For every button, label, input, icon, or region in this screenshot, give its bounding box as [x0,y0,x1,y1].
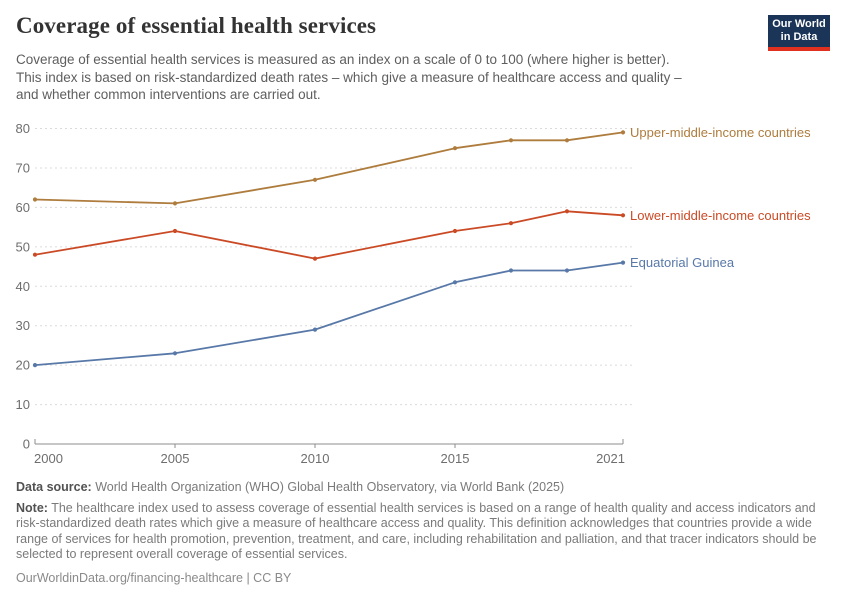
y-axis-tick-label: 0 [23,437,30,452]
series-label-equatorial-guinea: Equatorial Guinea [630,255,735,270]
data-point-equatorial-guinea [312,327,318,332]
data-point-equatorial-guinea [564,268,570,273]
x-axis-tick-label: 2015 [441,451,470,466]
data-point-equatorial-guinea [172,351,178,356]
y-axis-tick-label: 30 [16,318,30,333]
x-axis-tick-label: 2000 [34,451,63,466]
data-point-upper-middle-income-countries [312,177,318,182]
license-link[interactable]: OurWorldinData.org/financing-healthcare … [16,570,292,585]
owid-logo-line1: Our World [772,18,826,30]
subtitle-line: and whether common interventions are car… [16,87,321,102]
owid-logo: Our World in Data [768,15,830,51]
series-label-upper-middle-income-countries: Upper-middle-income countries [630,125,811,140]
series-label-lower-middle-income-countries: Lower-middle-income countries [630,208,811,223]
chart-subtitle: Coverage of essential health services is… [16,51,776,104]
note-label: Note: [16,500,48,515]
y-axis-tick-label: 80 [16,121,30,136]
data-point-equatorial-guinea [452,280,458,285]
y-axis-tick-label: 70 [16,160,30,175]
y-axis-tick-label: 20 [16,358,30,373]
data-point-upper-middle-income-countries [32,197,38,202]
page-title: Coverage of essential health services [16,13,377,38]
y-axis-tick-label: 50 [16,239,30,254]
data-source-text: World Health Organization (WHO) Global H… [91,480,565,494]
data-point-lower-middle-income-countries [452,228,458,234]
chart-footer: Data source: World Health Organization (… [16,480,838,587]
subtitle-line: Coverage of essential health services is… [16,52,670,67]
data-source-line: Data source: World Health Organization (… [16,480,838,496]
data-point-lower-middle-income-countries [32,252,38,257]
x-axis-tick-label: 2021 [596,451,625,466]
series-line-equatorial-guinea [34,261,624,366]
y-axis-tick-label: 10 [16,397,30,412]
data-point-lower-middle-income-countries [564,209,570,214]
data-point-lower-middle-income-countries [172,228,178,234]
series-line-lower-middle-income-countries [34,210,624,260]
subtitle-line: This index is based on risk-standardized… [16,69,682,85]
data-point-upper-middle-income-countries [620,130,626,135]
data-point-equatorial-guinea [508,268,514,273]
y-axis-tick-label: 60 [16,200,30,215]
data-source-label: Data source: [16,480,92,494]
data-point-lower-middle-income-countries [312,256,318,261]
owid-logo-line2: in Data [780,31,818,43]
data-point-upper-middle-income-countries [172,201,178,206]
data-point-upper-middle-income-countries [564,138,570,143]
series-line-upper-middle-income-countries [34,131,624,205]
data-point-lower-middle-income-countries [620,213,626,218]
data-point-upper-middle-income-countries [452,146,458,151]
note-line: Note: The healthcare index used to asses… [16,501,838,563]
data-point-upper-middle-income-countries [508,138,514,143]
line-chart: 0 10 20 30 40 50 60 70 80 2000 2005 2010 2015 2021 Upp… [16,121,812,466]
x-axis-tick-label: 2010 [301,451,330,466]
y-axis-tick-label: 40 [16,279,30,294]
data-point-equatorial-guinea [32,363,38,368]
data-point-lower-middle-income-countries [508,221,514,226]
x-axis-tick-label: 2005 [161,451,190,466]
note-text: The healthcare index used to assess cove… [16,500,817,562]
data-point-equatorial-guinea [620,260,626,265]
